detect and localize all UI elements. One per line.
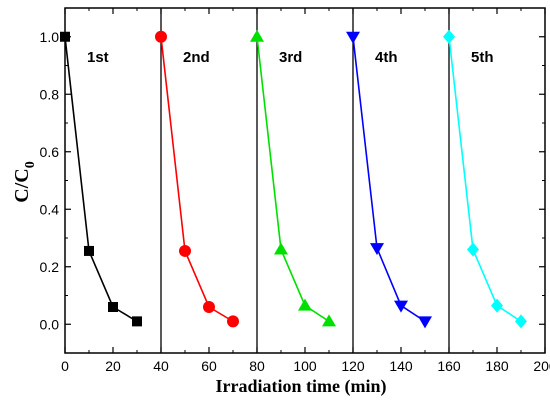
data-point-1st: [132, 316, 142, 327]
data-point-2nd: [227, 315, 239, 328]
x-tick-label: 60: [201, 358, 217, 374]
x-tick-label: 160: [437, 358, 461, 374]
data-point-4th: [394, 300, 408, 313]
cycle-label-5th: 5th: [471, 49, 494, 66]
data-point-3rd: [250, 29, 264, 42]
data-point-2nd: [155, 30, 167, 43]
data-point-2nd: [203, 301, 215, 313]
series-line-5th: [448, 36, 522, 323]
plot-layer: 0 20 40 60 80 100 120 140 160 180 200 0.0 0.2 0.4 0.6 0…: [40, 7, 550, 374]
data-point-5th: [515, 314, 527, 329]
x-tick-label: 140: [389, 358, 413, 374]
x-tick-label: 80: [249, 358, 265, 374]
y-tick-label: 0.4: [40, 201, 60, 217]
data-point-4th: [346, 31, 360, 44]
cycle-label-1st: 1st: [87, 49, 109, 66]
y-axis-title-subscript: 0: [23, 161, 38, 168]
data-point-3rd: [298, 298, 312, 311]
data-point-5th: [491, 298, 503, 313]
y-tick-label: 0.2: [40, 259, 60, 275]
x-axis-title: Irradiation time (min): [216, 376, 387, 397]
series-line-1st: [64, 36, 138, 323]
cycle-label-2nd: 2nd: [183, 49, 210, 66]
data-point-3rd: [274, 242, 288, 255]
data-point-1st: [108, 302, 118, 312]
y-axis-title: C/C0: [11, 161, 38, 202]
data-point-2nd: [179, 244, 191, 257]
y-tick-label: 0.0: [40, 316, 60, 332]
data-point-5th: [443, 29, 455, 44]
data-point-3rd: [322, 314, 336, 327]
y-axis-title-main: C/C: [11, 168, 33, 202]
data-point-4th: [370, 243, 384, 256]
x-tick-label: 40: [153, 358, 169, 374]
cycle-label-3rd: 3rd: [279, 49, 302, 66]
y-tick-label: 1.0: [40, 29, 60, 45]
series-line-4th: [352, 36, 426, 323]
data-point-1st: [60, 31, 70, 42]
x-tick-label: 0: [61, 358, 69, 374]
data-point-4th: [418, 316, 432, 329]
data-point-1st: [84, 245, 94, 256]
data-point-5th: [467, 242, 479, 257]
y-tick-label: 0.6: [40, 144, 60, 160]
x-tick-label: 100: [293, 358, 317, 374]
x-tick-label: 120: [341, 358, 365, 374]
x-tick-label: 20: [105, 358, 121, 374]
x-tick-label: 180: [485, 358, 509, 374]
x-tick-label: 200: [533, 358, 550, 374]
series-line-2nd: [160, 36, 234, 323]
series-line-3rd: [256, 36, 330, 323]
cycle-label-4th: 4th: [375, 49, 398, 66]
y-tick-label: 0.8: [40, 86, 60, 102]
